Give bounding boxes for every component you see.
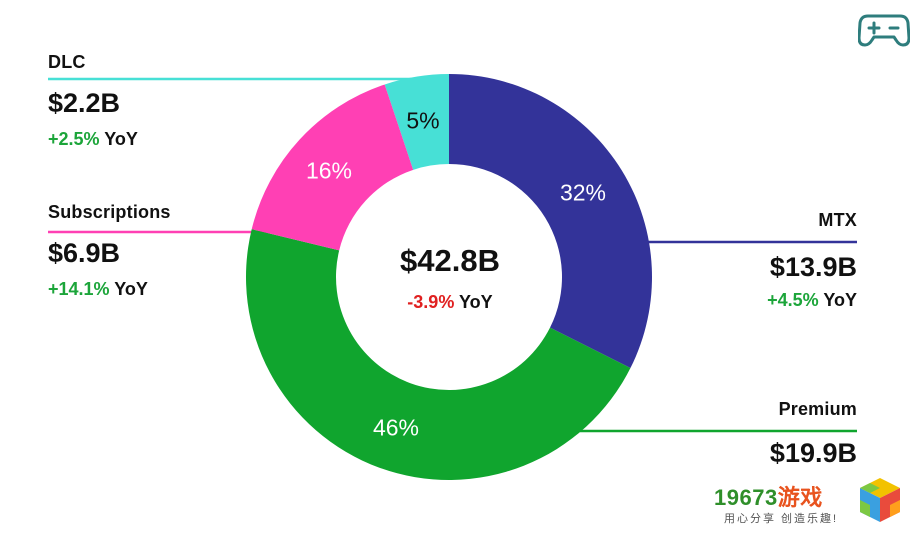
total-yoy-change: -3.9%: [407, 292, 455, 312]
mtx-yoy: +4.5% YoY: [767, 290, 857, 311]
dlc-share-label: 5%: [406, 107, 440, 134]
mtx-share-label: 32%: [559, 179, 607, 206]
dlc-yoy-suffix: YoY: [104, 129, 138, 149]
dlc-label: DLC: [48, 52, 86, 72]
game-controller-icon: [858, 14, 910, 47]
watermark-cn: 游戏: [777, 485, 823, 510]
subscriptions-yoy-change: +14.1%: [48, 279, 110, 299]
mtx-value: $13.9B: [769, 252, 857, 282]
premium-value: $19.9B: [769, 438, 857, 468]
mtx-yoy-suffix: YoY: [823, 290, 857, 310]
mtx-slice: [449, 74, 652, 369]
dlc-yoy-change: +2.5%: [48, 129, 100, 149]
total-yoy-suffix: YoY: [459, 292, 493, 312]
watermark-digits: 19673: [714, 485, 778, 510]
mtx-yoy-change: +4.5%: [767, 290, 819, 310]
subscriptions-yoy-suffix: YoY: [114, 279, 148, 299]
cube-icon: [860, 478, 900, 522]
mtx-label: MTX: [818, 210, 857, 230]
premium-label: Premium: [778, 399, 857, 419]
subscriptions-share-label: 16%: [305, 157, 353, 184]
premium-share-label: 46%: [372, 414, 420, 441]
total-yoy: -3.9% YoY: [350, 292, 550, 313]
subscriptions-value: $6.9B: [48, 238, 121, 268]
total-value: $42.8B: [400, 243, 500, 278]
subscriptions-yoy: +14.1% YoY: [48, 279, 148, 300]
subscriptions-label: Subscriptions: [48, 202, 171, 222]
dlc-value: $2.2B: [48, 88, 121, 118]
subscriptions-slice: [251, 84, 414, 251]
dlc-yoy: +2.5% YoY: [48, 129, 138, 150]
watermark-title: 19673游戏: [714, 480, 823, 512]
watermark-logo: 19673游戏 用心分享 创造乐趣!: [696, 466, 921, 539]
premium-slice: [245, 229, 631, 481]
dlc-slice: [384, 74, 449, 170]
watermark-subtitle: 用心分享 创造乐趣!: [724, 513, 839, 525]
